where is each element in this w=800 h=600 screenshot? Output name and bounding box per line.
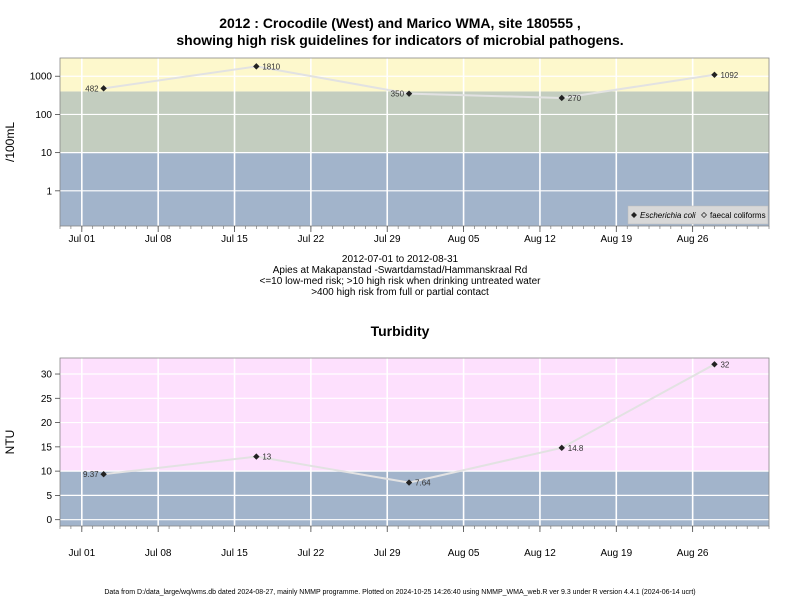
turbidity-data-label: 9.37 [83,470,99,479]
site-name: Apies at Makapanstad -Swartdamstad/Hamma… [272,265,528,276]
turbidity-data-label: 32 [720,360,729,369]
turbidity-y-tick-label: 20 [41,418,53,429]
ecoli-x-tick-label: Aug 26 [677,234,709,245]
turbidity-title: Turbidity [370,323,430,339]
turbidity-data-point [558,444,565,452]
ecoli-x-tick-label: Aug 19 [600,234,632,245]
ecoli-data-label: 482 [85,84,99,93]
ecoli-data-point [711,71,718,78]
ecoli-x-tick-label: Jul 01 [68,234,95,245]
date-range: 2012-07-01 to 2012-08-31 [341,254,459,265]
turbidity-data-point [100,470,107,478]
turbidity-y-tick-label: 25 [41,394,53,405]
legend-marker [631,212,637,218]
ecoli-x-tick-label: Aug 12 [524,234,556,245]
guideline-drinking: <=10 low-med risk; >10 high risk when dr… [259,276,541,287]
chart-title-line2: showing high risk guidelines for indicat… [176,32,624,48]
ecoli-data-point [253,63,260,70]
turbidity-band-band_blue [60,471,769,526]
turbidity-data-point [711,361,718,368]
ecoli-y-tick-label: 10 [41,148,53,159]
turbidity-x-tick-label: Jul 22 [298,548,325,559]
turbidity-x-tick-label: Aug 05 [448,548,480,559]
ecoli-x-tick-label: Jul 29 [374,234,401,245]
legend-label: faecal coliforms [710,211,766,220]
ecoli-data-label: 270 [568,94,582,103]
legend-label: Escherichia coli [640,211,696,220]
ecoli-data-point [558,94,565,102]
legend-box [627,205,769,225]
turbidity-x-tick-label: Aug 12 [524,548,556,559]
ecoli-x-tick-label: Aug 05 [448,234,480,245]
ecoli-plot-frame [59,57,770,227]
turbidity-x-tick-label: Jul 29 [374,548,401,559]
data-source-footer: Data from D:/data_large/wq/wms.db dated … [104,589,696,596]
turbidity-plot-frame [59,357,770,527]
ecoli-band-band_green [60,91,769,153]
turbidity-data-point [253,453,260,460]
turbidity-y-tick-label: 30 [41,370,53,381]
turbidity-y-tick-label: 15 [41,442,53,453]
turbidity-x-tick-label: Aug 19 [600,548,632,559]
turbidity-y-tick-label: 10 [41,467,53,478]
ecoli-y-tick-label: 1000 [30,72,53,83]
ecoli-data-point [405,90,413,97]
turbidity-y-tick-label: 0 [46,515,52,526]
ecoli-data-label: 350 [391,90,405,99]
ecoli-y-tick-label: 1 [46,186,52,197]
ecoli-y-axis-label: /100mL [3,122,17,162]
turbidity-x-tick-label: Jul 01 [68,548,95,559]
turbidity-data-label: 13 [262,453,271,462]
ecoli-data-label: 1810 [262,62,280,71]
turbidity-y-axis-label: NTU [3,430,17,455]
turbidity-x-tick-label: Aug 26 [677,548,709,559]
ecoli-data-point [100,85,107,92]
turbidity-data-label: 7.64 [415,479,431,488]
ecoli-x-tick-label: Jul 08 [145,234,172,245]
ecoli-data-label: 1092 [720,71,738,80]
turbidity-x-tick-label: Jul 15 [221,548,248,559]
guideline-contact: >400 high risk from full or partial cont… [311,287,489,298]
ecoli-y-tick-label: 100 [35,110,52,121]
chart-title-line1: 2012 : Crocodile (West) and Marico WMA, … [219,15,581,31]
turbidity-data-point [405,479,413,486]
turbidity-data-label: 14.8 [568,444,584,453]
ecoli-band-band_yellow [60,58,769,92]
turbidity-band-band_pink [60,358,769,472]
ecoli-x-tick-label: Jul 15 [221,234,248,245]
turbidity-x-tick-label: Jul 08 [145,548,172,559]
legend-marker [701,212,707,218]
turbidity-y-tick-label: 5 [46,491,52,502]
ecoli-x-tick-label: Jul 22 [298,234,325,245]
